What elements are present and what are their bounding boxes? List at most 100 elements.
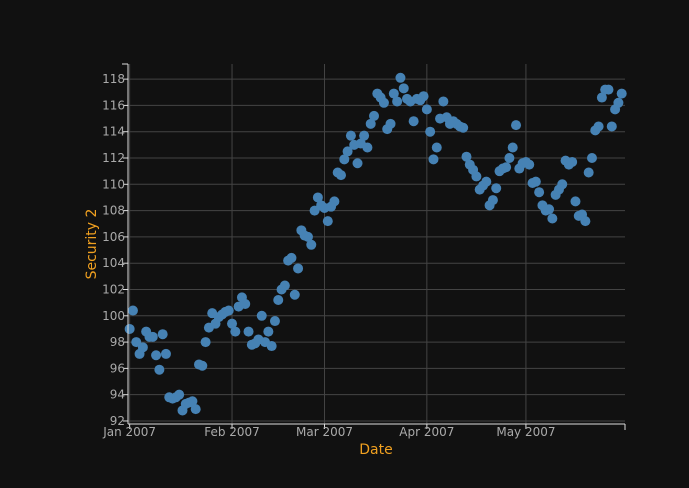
- x-tick-label: Jan 2007: [102, 425, 156, 439]
- y-tick-label: 104: [102, 256, 125, 270]
- data-point: [200, 337, 211, 348]
- data-point: [501, 162, 512, 173]
- data-point: [606, 121, 617, 132]
- data-point: [583, 167, 594, 178]
- data-point: [616, 88, 627, 99]
- data-point: [266, 341, 277, 352]
- data-point: [369, 110, 380, 121]
- data-point: [461, 151, 472, 162]
- data-point: [487, 195, 498, 206]
- data-point: [365, 118, 376, 129]
- data-point: [302, 231, 313, 242]
- data-point: [425, 126, 436, 137]
- y-tick-label: 100: [102, 309, 125, 323]
- data-point: [530, 176, 541, 187]
- data-point: [157, 329, 168, 340]
- data-point: [273, 295, 284, 306]
- data-point: [557, 179, 568, 190]
- y-tick-label: 116: [102, 98, 125, 112]
- y-tick-label: 96: [110, 361, 125, 375]
- data-point: [147, 331, 158, 342]
- data-point: [223, 305, 234, 316]
- data-point: [471, 171, 482, 182]
- x-tick-labels: Jan 2007 Feb 2007 Mar 2007 Apr 2007 May 2007: [102, 425, 555, 439]
- data-point: [151, 350, 162, 361]
- data-point: [263, 326, 274, 337]
- data-point: [385, 118, 396, 129]
- data-point: [329, 196, 340, 207]
- data-point: [336, 170, 346, 181]
- y-tick-label: 92: [110, 414, 125, 428]
- data-point: [392, 96, 403, 107]
- data-point: [312, 192, 323, 203]
- data-point: [160, 348, 171, 359]
- data-point: [256, 310, 267, 321]
- x-tick-label: May 2007: [496, 425, 555, 439]
- y-tick-label: 102: [102, 282, 125, 296]
- y-tick-label: 98: [110, 335, 125, 349]
- data-point: [240, 298, 251, 309]
- y-tick-label: 110: [102, 177, 125, 191]
- y-tick-label: 114: [102, 125, 125, 139]
- x-tick-label: Mar 2007: [296, 425, 353, 439]
- y-axis-title: Security 2: [84, 209, 100, 280]
- y-tick-label: 106: [102, 230, 125, 244]
- data-point: [174, 389, 185, 400]
- data-point: [458, 122, 469, 133]
- data-point: [279, 280, 290, 291]
- data-point: [603, 84, 614, 95]
- y-tick-label: 94: [110, 388, 125, 402]
- data-point: [511, 120, 522, 131]
- axes: [122, 63, 626, 430]
- data-point: [190, 404, 201, 415]
- data-point: [127, 305, 138, 316]
- data-point: [428, 154, 439, 165]
- x-tick-label: Apr 2007: [399, 425, 454, 439]
- x-axis-title: Date: [359, 442, 392, 458]
- data-point: [431, 142, 442, 153]
- data-point: [352, 158, 363, 169]
- data-point: [286, 252, 297, 263]
- data-point: [362, 142, 373, 153]
- data-point: [507, 142, 518, 153]
- data-point: [418, 91, 429, 102]
- data-point: [289, 289, 300, 300]
- data-point: [124, 323, 135, 334]
- x-tick-label: Feb 2007: [204, 425, 260, 439]
- data-point: [534, 187, 545, 198]
- data-point: [586, 153, 597, 164]
- data-point: [306, 239, 317, 250]
- data-point: [378, 97, 389, 108]
- data-point: [227, 318, 238, 329]
- data-point: [345, 130, 356, 141]
- data-point: [342, 146, 353, 157]
- data-point: [293, 263, 304, 274]
- data-point: [570, 196, 581, 207]
- data-point: [593, 121, 604, 132]
- data-point: [421, 104, 432, 115]
- data-point: [408, 116, 419, 127]
- data-point: [154, 364, 165, 375]
- data-point: [524, 159, 535, 170]
- data-point: [388, 88, 399, 99]
- data-point: [359, 130, 370, 141]
- data-point: [243, 326, 254, 337]
- data-point: [438, 96, 449, 107]
- y-tick-label: 118: [102, 72, 125, 86]
- data-point: [613, 97, 624, 108]
- y-tick-labels: 92 94 96 98 100 102 104 106 108 110 112 114 116 118: [102, 72, 125, 428]
- data-point: [398, 83, 409, 94]
- data-point: [395, 72, 406, 83]
- data-point: [137, 342, 148, 353]
- y-tick-label: 108: [102, 204, 125, 218]
- data-point: [269, 316, 280, 327]
- data-point: [197, 360, 208, 371]
- data-point: [580, 216, 591, 227]
- points: [124, 72, 627, 416]
- data-point: [596, 92, 607, 103]
- data-point: [481, 176, 492, 187]
- y-tick-label: 112: [102, 151, 125, 165]
- data-point: [491, 183, 502, 194]
